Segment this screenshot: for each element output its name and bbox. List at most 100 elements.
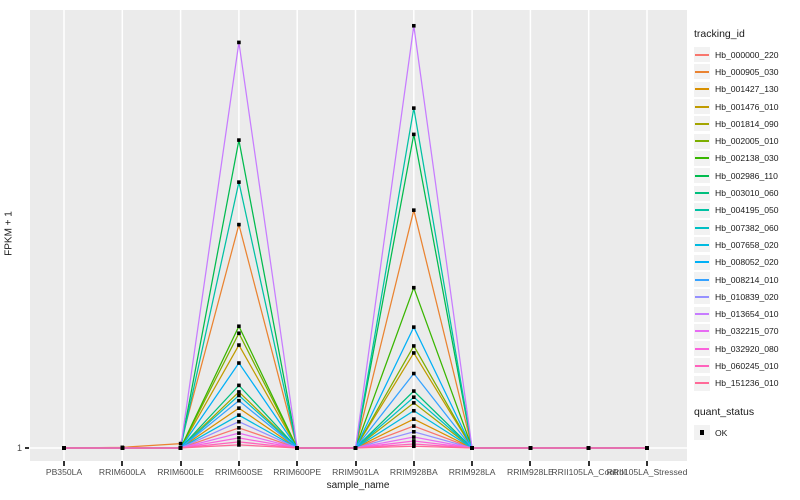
y-tick-label: 1 <box>16 442 22 453</box>
data-point-marker <box>237 440 241 444</box>
legend-line-icon <box>695 313 709 316</box>
legend-item: Hb_008052_020 <box>694 254 800 271</box>
legend-line-icon <box>695 157 709 160</box>
data-point-marker <box>412 325 416 329</box>
legend-item-label: Hb_001814_090 <box>715 118 779 129</box>
legend-item: Hb_001427_130 <box>694 81 800 98</box>
x-tick-mark <box>179 461 182 466</box>
legend-item: Hb_007382_060 <box>694 219 800 236</box>
legend-item: Hb_004195_050 <box>694 202 800 219</box>
data-point-marker <box>412 23 416 28</box>
data-point-marker <box>412 371 416 376</box>
legend-key-swatch <box>694 306 710 322</box>
quant-status-legend-title: quant_status <box>694 405 755 418</box>
legend-item: Hb_001814_090 <box>694 115 800 132</box>
x-tick-label: RRIM928LA <box>448 467 496 477</box>
legend-item-label: Hb_007382_060 <box>715 222 779 233</box>
data-point-marker <box>412 389 416 393</box>
data-point-marker <box>237 383 241 388</box>
legend-line-icon <box>695 88 709 91</box>
data-point-marker <box>237 406 241 410</box>
legend-key-swatch <box>694 47 710 63</box>
legend-item: Hb_002138_030 <box>694 150 800 167</box>
data-point-marker <box>353 446 358 450</box>
legend-item: Hb_010839_020 <box>694 288 800 305</box>
x-tick-label: RRIM600LE <box>157 467 204 477</box>
data-point-marker <box>586 446 591 450</box>
legend-item: Hb_002986_110 <box>694 167 800 184</box>
legend-key-swatch <box>694 375 710 391</box>
x-tick-label: RRIM600LA <box>98 467 146 477</box>
data-point-marker <box>412 408 416 413</box>
legend-item: Hb_008214_010 <box>694 271 800 288</box>
data-point-marker <box>237 324 241 329</box>
legend-key-swatch <box>694 202 710 218</box>
data-point-marker <box>412 351 416 355</box>
legend-key-swatch <box>694 323 710 339</box>
legend-key-swatch <box>694 133 710 149</box>
x-tick-mark <box>63 461 65 466</box>
panel-background <box>30 10 687 461</box>
x-tick-mark <box>354 461 357 466</box>
legend-line-icon <box>695 382 709 385</box>
legend-key-swatch <box>694 99 710 115</box>
data-point-marker <box>295 446 299 450</box>
legend-line-icon <box>695 70 709 73</box>
legend-item-label: Hb_010839_020 <box>715 291 779 302</box>
data-point-marker <box>237 426 241 430</box>
x-tick-label: RRII105LA_Control <box>551 467 626 477</box>
legend-line-icon <box>695 261 709 264</box>
data-point-marker <box>237 343 241 347</box>
chart-canvas <box>30 10 687 461</box>
black-square-marker-icon <box>699 430 705 435</box>
legend-item-label: Hb_001427_130 <box>715 84 779 95</box>
legend-item-label: Hb_060245_010 <box>715 360 779 371</box>
quant-status-label: OK <box>715 427 728 438</box>
data-point-marker <box>237 431 241 435</box>
data-point-marker <box>237 40 241 45</box>
plot-panel <box>30 10 687 461</box>
legend-key-swatch <box>694 272 710 287</box>
legend-line-icon <box>695 53 709 56</box>
legend-line-icon <box>695 105 709 108</box>
data-point-marker <box>412 435 416 439</box>
data-point-marker <box>412 344 416 348</box>
data-point-marker <box>645 446 649 450</box>
tracking-id-legend-title: tracking_id <box>694 28 745 40</box>
data-point-marker <box>412 395 416 399</box>
legend-item: Hb_032920_080 <box>694 340 800 357</box>
x-tick-mark <box>237 461 240 466</box>
data-point-marker <box>237 138 241 142</box>
data-point-marker <box>412 401 416 405</box>
data-point-marker <box>237 390 241 394</box>
legend-key-swatch <box>694 64 710 80</box>
data-point-marker <box>412 417 416 421</box>
legend: tracking_id Hb_000000_220 Hb_000905_030 Hb… <box>694 28 800 441</box>
legend-item-label: Hb_151236_010 <box>715 378 779 389</box>
legend-key-swatch <box>694 168 710 184</box>
legend-item-label: Hb_000905_030 <box>715 66 779 77</box>
data-point-marker <box>237 436 241 440</box>
data-point-marker <box>237 443 241 447</box>
legend-line-icon <box>695 226 709 229</box>
legend-item-label: Hb_002986_110 <box>715 170 778 181</box>
data-point-marker <box>412 429 416 434</box>
x-tick-mark <box>529 461 532 466</box>
data-point-marker <box>237 393 241 398</box>
x-tick-label: RRIM901LA <box>332 467 379 477</box>
tracking-id-legend-items: Hb_000000_220 Hb_000905_030 Hb_001427_130 H… <box>694 46 800 392</box>
legend-line-icon <box>695 174 709 177</box>
legend-item: Hb_001476_010 <box>694 98 800 115</box>
data-point-marker <box>237 419 241 424</box>
legend-item: Hb_013654_010 <box>694 305 800 322</box>
legend-item: Hb_000905_030 <box>694 63 800 80</box>
legend-item-label: Hb_002138_030 <box>715 153 779 164</box>
data-point-marker <box>470 446 474 450</box>
legend-item: Hb_000000_220 <box>694 46 800 63</box>
data-point-marker <box>178 441 183 446</box>
legend-item-label: Hb_008052_020 <box>715 257 779 268</box>
legend-key-swatch <box>694 425 710 441</box>
data-point-marker <box>237 222 241 227</box>
legend-line-icon <box>695 347 709 350</box>
